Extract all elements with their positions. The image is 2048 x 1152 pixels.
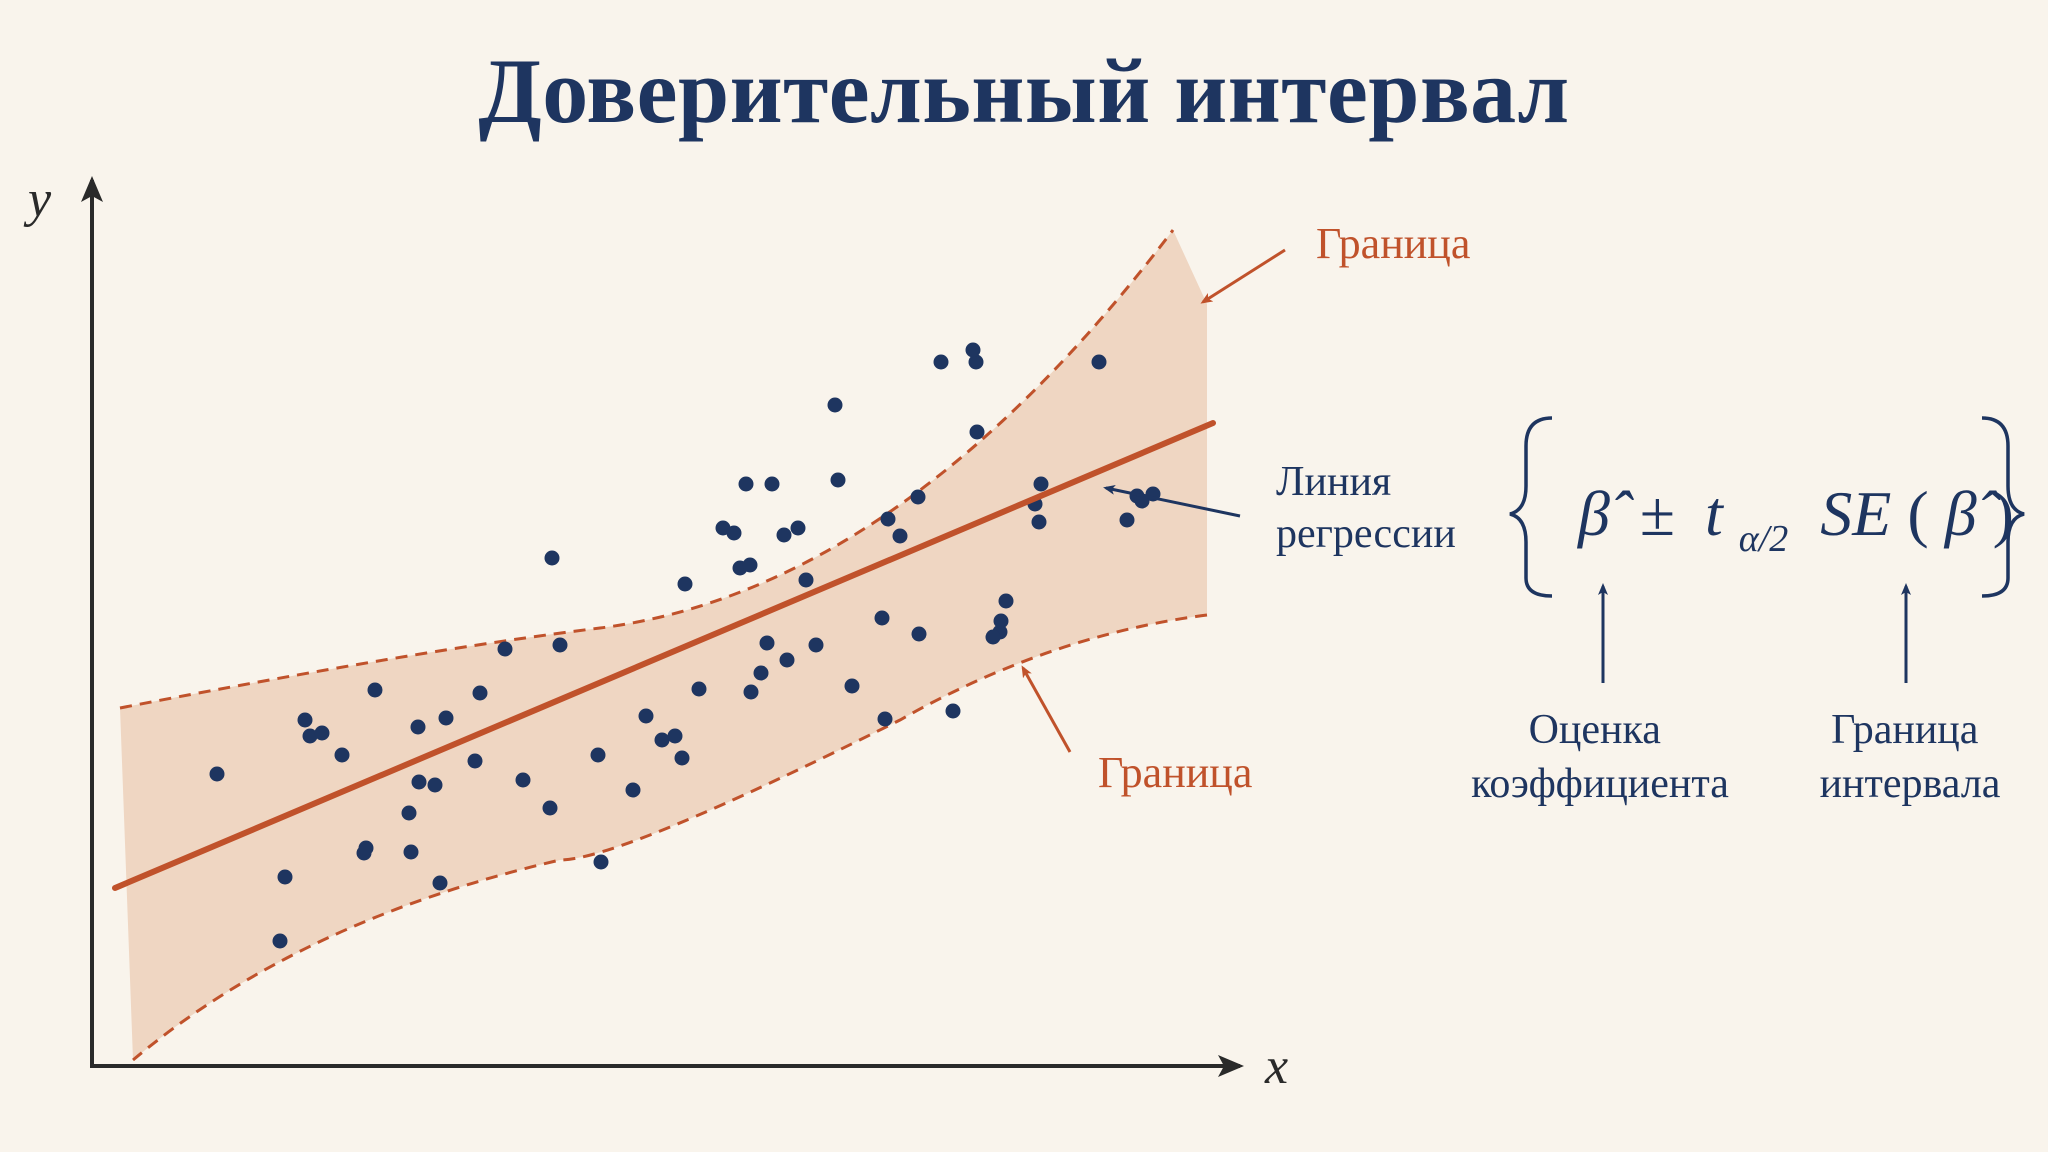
coefficient-estimate-line1: Оценка	[1529, 707, 1662, 753]
lower-bound-arrow	[1021, 665, 1072, 753]
confidence-interval-formula: β̂ ± t α/2 SE ( β̂ )	[1509, 416, 2025, 598]
data-point	[1031, 514, 1047, 530]
data-point	[625, 782, 641, 798]
data-point	[438, 710, 454, 726]
data-point	[297, 712, 313, 728]
data-point	[998, 593, 1014, 609]
data-point	[1033, 476, 1049, 492]
data-point	[790, 520, 806, 536]
right-brace	[1981, 416, 2025, 598]
data-point	[738, 476, 754, 492]
interval-bound-label: Граница интервала	[1820, 707, 2001, 807]
coefficient-estimate-line2: коэффициента	[1471, 761, 1729, 807]
data-point	[334, 747, 350, 763]
formula-text: β̂ ± t α/2 SE ( β̂ )	[1576, 478, 2014, 565]
upper-bound-label: Граница	[1316, 219, 1470, 268]
data-point	[691, 681, 707, 697]
data-point	[844, 678, 860, 694]
lower-bound-label: Граница	[1098, 748, 1252, 797]
data-point	[968, 354, 984, 370]
regression-line-label-line1: Линия	[1276, 459, 1391, 505]
close-paren: )	[1993, 478, 2014, 549]
data-point	[776, 527, 792, 543]
data-point	[367, 682, 383, 698]
confidence-band	[120, 230, 1207, 1060]
data-point	[808, 637, 824, 653]
data-point	[779, 652, 795, 668]
data-point	[726, 525, 742, 541]
data-point	[544, 550, 560, 566]
data-point	[277, 869, 293, 885]
interval-bound-line1: Граница	[1831, 707, 1979, 753]
data-point	[542, 800, 558, 816]
data-point	[515, 772, 531, 788]
regression-line	[112, 420, 1216, 891]
data-point	[985, 629, 1001, 645]
data-point	[677, 576, 693, 592]
x-axis-label: x	[1264, 1038, 1288, 1095]
data-point	[880, 511, 896, 527]
data-point	[753, 665, 769, 681]
t-subscript: α/2	[1739, 518, 1789, 560]
data-point	[933, 354, 949, 370]
upper-bound-curve	[119, 229, 1175, 710]
data-point	[827, 397, 843, 413]
plus-minus-symbol: ±	[1640, 478, 1675, 549]
open-paren: (	[1907, 478, 1928, 549]
data-point	[993, 613, 1009, 629]
data-point	[638, 708, 654, 724]
data-point	[910, 489, 926, 505]
data-point	[877, 711, 893, 727]
data-point	[764, 476, 780, 492]
regression-line-arrow	[1103, 484, 1241, 518]
data-point	[427, 777, 443, 793]
data-point	[674, 750, 690, 766]
beta-hat-estimate: β̂	[1576, 478, 1634, 549]
lower-bound-curve	[132, 613, 1208, 1062]
data-point	[798, 572, 814, 588]
data-point	[593, 854, 609, 870]
upper-bound-arrow	[1200, 248, 1286, 304]
standard-error: SE	[1820, 478, 1891, 549]
data-point	[410, 719, 426, 735]
data-point	[1091, 354, 1107, 370]
data-point	[965, 342, 981, 358]
t-statistic: t	[1705, 478, 1725, 549]
data-point	[403, 844, 419, 860]
data-point	[552, 637, 568, 653]
left-brace	[1509, 416, 1553, 598]
data-point	[830, 472, 846, 488]
data-point	[667, 728, 683, 744]
data-point	[472, 685, 488, 701]
data-point	[401, 805, 417, 821]
data-point	[945, 703, 961, 719]
data-point	[969, 424, 985, 440]
y-axis-label: y	[23, 171, 52, 228]
data-point	[209, 766, 225, 782]
data-point	[759, 635, 775, 651]
data-point	[432, 875, 448, 891]
data-point	[497, 641, 513, 657]
coefficient-estimate-label: Оценка коэффициента	[1471, 707, 1729, 807]
page-title: Доверительный интервал	[478, 40, 1570, 142]
data-point	[892, 528, 908, 544]
data-point	[874, 610, 890, 626]
data-point	[590, 747, 606, 763]
regression-line-label-line2: регрессии	[1276, 511, 1456, 557]
data-point	[742, 557, 758, 573]
data-point	[467, 753, 483, 769]
data-point	[911, 626, 927, 642]
data-point	[654, 732, 670, 748]
data-points	[209, 342, 1161, 949]
data-point	[743, 684, 759, 700]
data-point	[314, 725, 330, 741]
data-point	[1119, 512, 1135, 528]
data-point	[411, 774, 427, 790]
data-point	[272, 933, 288, 949]
regression-line-label: Линия регрессии	[1276, 459, 1456, 557]
data-point	[358, 840, 374, 856]
data-point	[302, 728, 318, 744]
interval-bound-line2: интервала	[1820, 761, 2001, 807]
